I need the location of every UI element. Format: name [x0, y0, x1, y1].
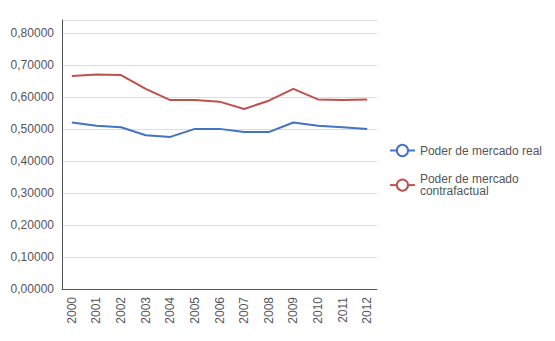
svg-text:contrafactual: contrafactual — [420, 184, 489, 198]
svg-text:2008: 2008 — [262, 297, 276, 324]
svg-text:0,60000: 0,60000 — [11, 90, 55, 104]
svg-text:2004: 2004 — [163, 297, 177, 324]
svg-text:2003: 2003 — [139, 297, 153, 324]
svg-text:0,20000: 0,20000 — [11, 218, 55, 232]
svg-text:0,40000: 0,40000 — [11, 154, 55, 168]
svg-text:2006: 2006 — [213, 297, 227, 324]
svg-text:0,30000: 0,30000 — [11, 186, 55, 200]
svg-text:Poder de mercado real: Poder de mercado real — [420, 144, 542, 158]
svg-text:2001: 2001 — [89, 297, 103, 324]
svg-text:2007: 2007 — [237, 297, 251, 324]
svg-text:2011: 2011 — [336, 297, 350, 323]
svg-text:0,70000: 0,70000 — [11, 58, 55, 72]
svg-text:0,00000: 0,00000 — [11, 282, 55, 296]
svg-text:2012: 2012 — [360, 297, 374, 324]
svg-text:0,10000: 0,10000 — [11, 250, 55, 264]
svg-text:0,50000: 0,50000 — [11, 122, 55, 136]
svg-text:Poder de mercado: Poder de mercado — [419, 172, 519, 187]
svg-text:2009: 2009 — [286, 297, 300, 324]
svg-text:2005: 2005 — [188, 297, 202, 324]
svg-text:0,80000: 0,80000 — [11, 26, 55, 40]
svg-text:2010: 2010 — [311, 297, 325, 324]
svg-text:2000: 2000 — [65, 297, 79, 324]
svg-text:2002: 2002 — [114, 297, 128, 324]
